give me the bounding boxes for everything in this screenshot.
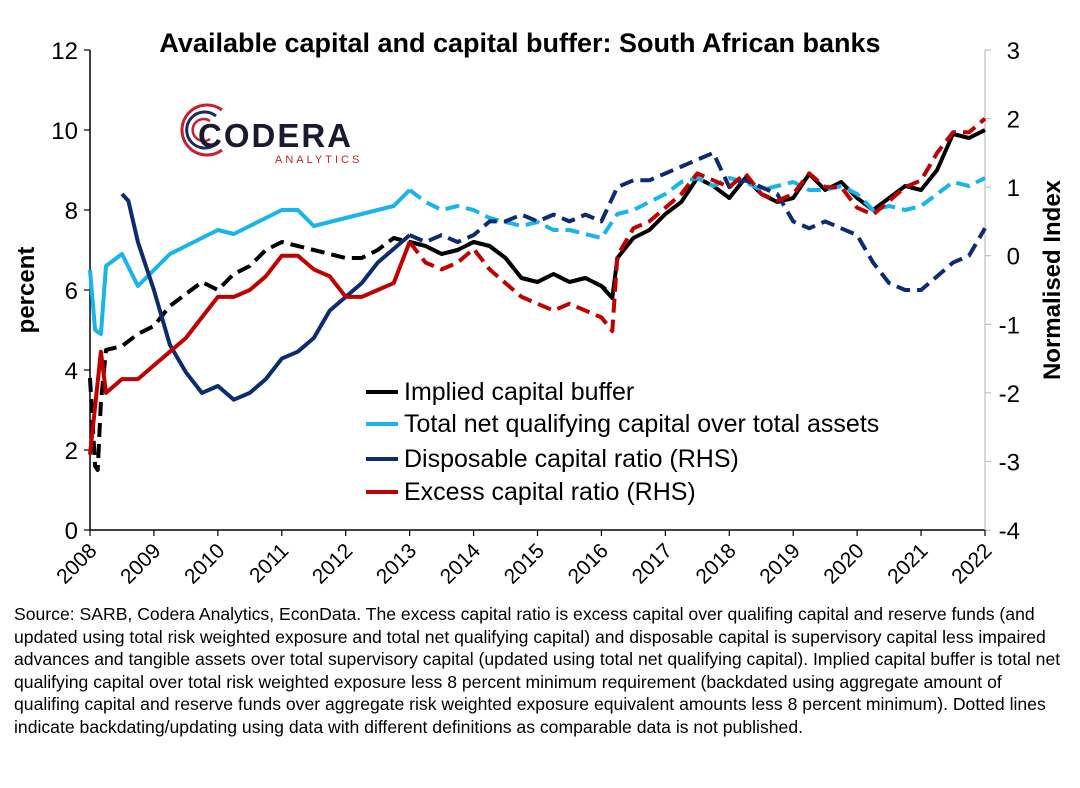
y-right-tick-label: -4 (999, 518, 1020, 545)
x-tick-label: 2020 (819, 539, 868, 588)
series-2-segment-0-line (120, 192, 411, 402)
y-left-tick-label: 6 (65, 278, 78, 305)
y-right-tick-label: 2 (1007, 107, 1020, 134)
series-2-segment-1-line (408, 150, 987, 292)
y-right-tick-label: -3 (999, 449, 1020, 476)
x-tick-label: 2009 (116, 539, 165, 588)
codera-logo: CODERA ANALYTICS (180, 103, 362, 166)
y-right-tick-label: 1 (1007, 175, 1020, 202)
x-tick-label: 2011 (245, 539, 293, 587)
legend-label: Excess capital ratio (RHS) (404, 478, 696, 506)
y-right-tick-label: 3 (1007, 38, 1020, 65)
y-right-tick-label: -1 (999, 312, 1020, 339)
series-0-segment-1-line (409, 128, 986, 300)
series-1-segment-0-line (88, 188, 412, 336)
legend-label: Total net qualifying capital over total … (404, 410, 879, 438)
y-left-tick-label: 2 (65, 438, 78, 465)
y-left-tick-label: 10 (51, 118, 78, 145)
x-tick-label: 2021 (883, 539, 932, 588)
y-right-tick-label: 0 (1007, 244, 1020, 271)
legend-item-excess-capital-ratio: Excess capital ratio (RHS) (366, 478, 696, 506)
x-tick-label: 2012 (308, 539, 357, 588)
x-tick-label: 2017 (628, 539, 677, 588)
legend-item-total-net-qualifying-capital: Total net qualifying capital over total … (366, 410, 879, 438)
legend: Implied capital buffer Total net qualify… (366, 378, 879, 506)
x-tick-label: 2019 (755, 539, 804, 588)
x-tick-label: 2008 (52, 539, 101, 588)
y-axis-right-title: Normalised Index (1039, 179, 1066, 380)
chart-title: Available capital and capital buffer: So… (159, 28, 880, 58)
legend-label: Implied capital buffer (404, 378, 634, 406)
y-axis-left-title: percent (13, 247, 40, 334)
series-lines (88, 117, 987, 472)
y-left-tick-label: 12 (51, 38, 78, 65)
x-tick-label: 2018 (692, 539, 741, 588)
chart: Available capital and capital buffer: So… (13, 28, 1066, 589)
y-left-tick-label: 8 (65, 198, 78, 225)
x-tick-label: 2014 (436, 539, 486, 589)
logo-tagline: ANALYTICS (275, 154, 362, 166)
legend-label: Disposable capital ratio (RHS) (404, 445, 739, 473)
legend-item-disposable-capital-ratio: Disposable capital ratio (RHS) (366, 445, 739, 473)
logo-name: CODERA (198, 117, 353, 154)
source-note: Source: SARB, Codera Analytics, EconData… (14, 604, 1061, 737)
series-3-segment-0-line (88, 241, 412, 455)
y-left-tick-label: 0 (65, 518, 78, 545)
y-right-tick-label: -2 (999, 381, 1020, 408)
x-tick-label: 2022 (947, 539, 996, 588)
y-left-tick-label: 4 (65, 358, 78, 385)
x-tick-label: 2010 (180, 539, 229, 588)
x-tick-label: 2016 (564, 539, 613, 588)
series-3-segment-1-line (408, 117, 987, 334)
codera-swirl-icon (180, 103, 223, 157)
series-1-segment-1-line (408, 176, 986, 240)
legend-item-implied-capital-buffer: Implied capital buffer (366, 378, 634, 406)
x-tick-label: 2013 (372, 539, 421, 588)
x-tick-label: 2015 (500, 539, 549, 588)
